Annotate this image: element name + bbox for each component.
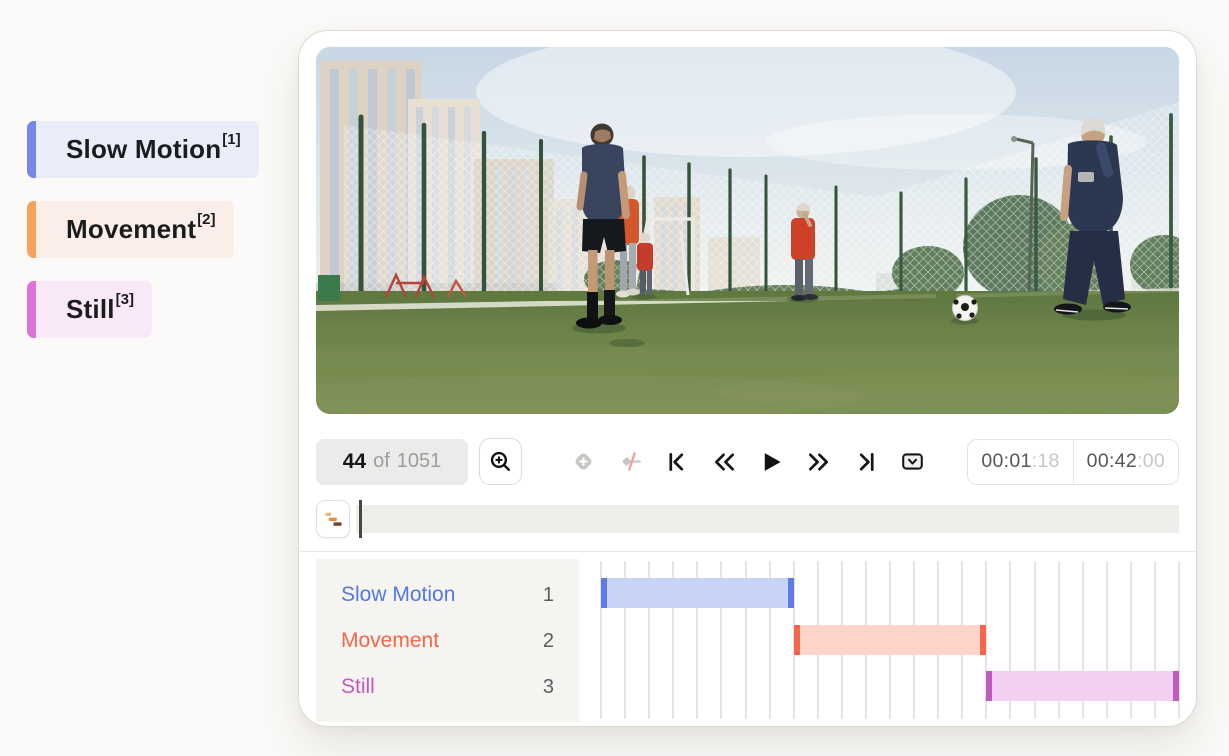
- annotation-card: 44 of 1051: [298, 30, 1197, 727]
- gridline: [1009, 561, 1012, 719]
- track-number: 3: [542, 675, 554, 698]
- gridline: [648, 561, 651, 719]
- gridline: [1153, 561, 1156, 719]
- skip-end-icon: [859, 452, 874, 471]
- fast-forward-icon: [809, 452, 828, 471]
- rewind-icon: [715, 452, 734, 471]
- track-number: 1: [542, 583, 554, 606]
- gridline: [1033, 561, 1036, 719]
- skip-to-end-button[interactable]: [854, 450, 877, 473]
- legend-hotkey: [2]: [197, 211, 216, 228]
- play-button[interactable]: [760, 450, 783, 473]
- timeline-ruler-row: [316, 500, 1179, 538]
- legend-label: Still: [66, 294, 115, 324]
- add-icon: [575, 453, 592, 470]
- legend-label: Slow Motion: [66, 134, 222, 164]
- segment-handle-right[interactable]: [980, 625, 987, 655]
- legend-label: Movement: [66, 214, 197, 244]
- track-label-panel: Slow Motion 1 Movement 2 Still 3: [316, 559, 579, 722]
- rewind-button[interactable]: [713, 450, 736, 473]
- legend-accent-bar: [27, 201, 36, 258]
- gridline: [672, 561, 675, 719]
- player-red-small: [632, 232, 656, 300]
- gridline: [1178, 561, 1180, 719]
- gridline: [985, 561, 988, 719]
- segment-handle-right[interactable]: [1172, 671, 1179, 701]
- segment-handle-left[interactable]: [601, 578, 607, 608]
- frame-current: 44: [342, 449, 367, 473]
- video-preview[interactable]: [316, 47, 1179, 414]
- gridline: [1057, 561, 1060, 719]
- legend-accent-bar: [27, 281, 36, 338]
- segment-handle-left[interactable]: [793, 625, 800, 655]
- segment-handle-left[interactable]: [986, 671, 993, 701]
- frame-total: 1051: [396, 450, 442, 472]
- frame-separator: of: [373, 450, 390, 472]
- track-timeline: [591, 559, 1180, 722]
- streetlight: [1011, 136, 1035, 296]
- track-label: Slow Motion: [341, 583, 456, 606]
- gridline: [696, 561, 699, 719]
- legend-hotkey: [3]: [115, 291, 135, 308]
- add-keyframe-button[interactable]: [572, 450, 595, 473]
- segment-handle-right[interactable]: [787, 578, 794, 608]
- field: [316, 291, 1179, 414]
- track-number: 2: [542, 629, 554, 652]
- playground: [318, 271, 468, 301]
- gridline: [1105, 561, 1108, 719]
- zoom-in-icon: [490, 451, 511, 472]
- timeline-tracks-button[interactable]: [316, 500, 350, 538]
- play-icon: [764, 452, 781, 471]
- gridline: [720, 561, 723, 719]
- track-row-slow-motion[interactable]: Slow Motion 1: [341, 572, 554, 618]
- current-time[interactable]: 00:01:18: [981, 450, 1060, 472]
- gridline: [1129, 561, 1132, 719]
- divider: [299, 551, 1196, 552]
- fast-forward-button[interactable]: [807, 450, 830, 473]
- gridline: [744, 561, 747, 719]
- legend-chip-movement[interactable]: Movement [2]: [27, 201, 234, 258]
- time-display: 00:01:18 00:42:00: [967, 438, 1179, 485]
- gridline: [1081, 561, 1084, 719]
- player-menu-button[interactable]: [901, 450, 924, 473]
- player-navy-main: [572, 123, 630, 334]
- mini-gantt-icon: [324, 512, 342, 526]
- zoom-button[interactable]: [479, 438, 522, 485]
- timeline-ruler[interactable]: [356, 500, 1179, 538]
- skip-start-icon: [669, 452, 684, 471]
- playback-controls: 44 of 1051: [316, 438, 1179, 485]
- segment-bar-still[interactable]: [986, 671, 1179, 701]
- merge-track-button[interactable]: [619, 450, 642, 473]
- transport-controls: [572, 450, 924, 473]
- gridline: [600, 561, 602, 719]
- total-time: 00:42:00: [1072, 439, 1178, 484]
- gridline: [624, 561, 627, 719]
- menu-box-icon: [902, 453, 923, 470]
- legend-hotkey: [1]: [222, 131, 241, 148]
- track-row-movement[interactable]: Movement 2: [341, 618, 554, 664]
- legend-chip-slow-motion[interactable]: Slow Motion [1]: [27, 121, 259, 178]
- frame-counter[interactable]: 44 of 1051: [316, 438, 468, 485]
- tracks-section: Slow Motion 1 Movement 2 Still 3: [316, 559, 1180, 722]
- label-legend: Slow Motion [1] Movement [2] Still [3]: [27, 121, 259, 338]
- track-label: Still: [341, 675, 375, 698]
- segment-bar-slow-motion[interactable]: [601, 578, 794, 608]
- soccer-ball: [951, 295, 979, 325]
- track-row-still[interactable]: Still 3: [341, 664, 554, 710]
- track-label: Movement: [341, 629, 440, 652]
- legend-chip-still[interactable]: Still [3]: [27, 281, 153, 338]
- segment-bar-movement[interactable]: [793, 625, 987, 655]
- merge-disabled-icon: [622, 452, 641, 471]
- gantt-bars: [601, 561, 1179, 719]
- player-red-mid: [787, 203, 819, 303]
- skip-to-start-button[interactable]: [666, 450, 689, 473]
- video-scene: [316, 47, 1179, 414]
- player-navy-elderly: [1054, 117, 1131, 321]
- playhead[interactable]: [359, 500, 362, 538]
- legend-accent-bar: [27, 121, 36, 178]
- gridline: [768, 561, 771, 719]
